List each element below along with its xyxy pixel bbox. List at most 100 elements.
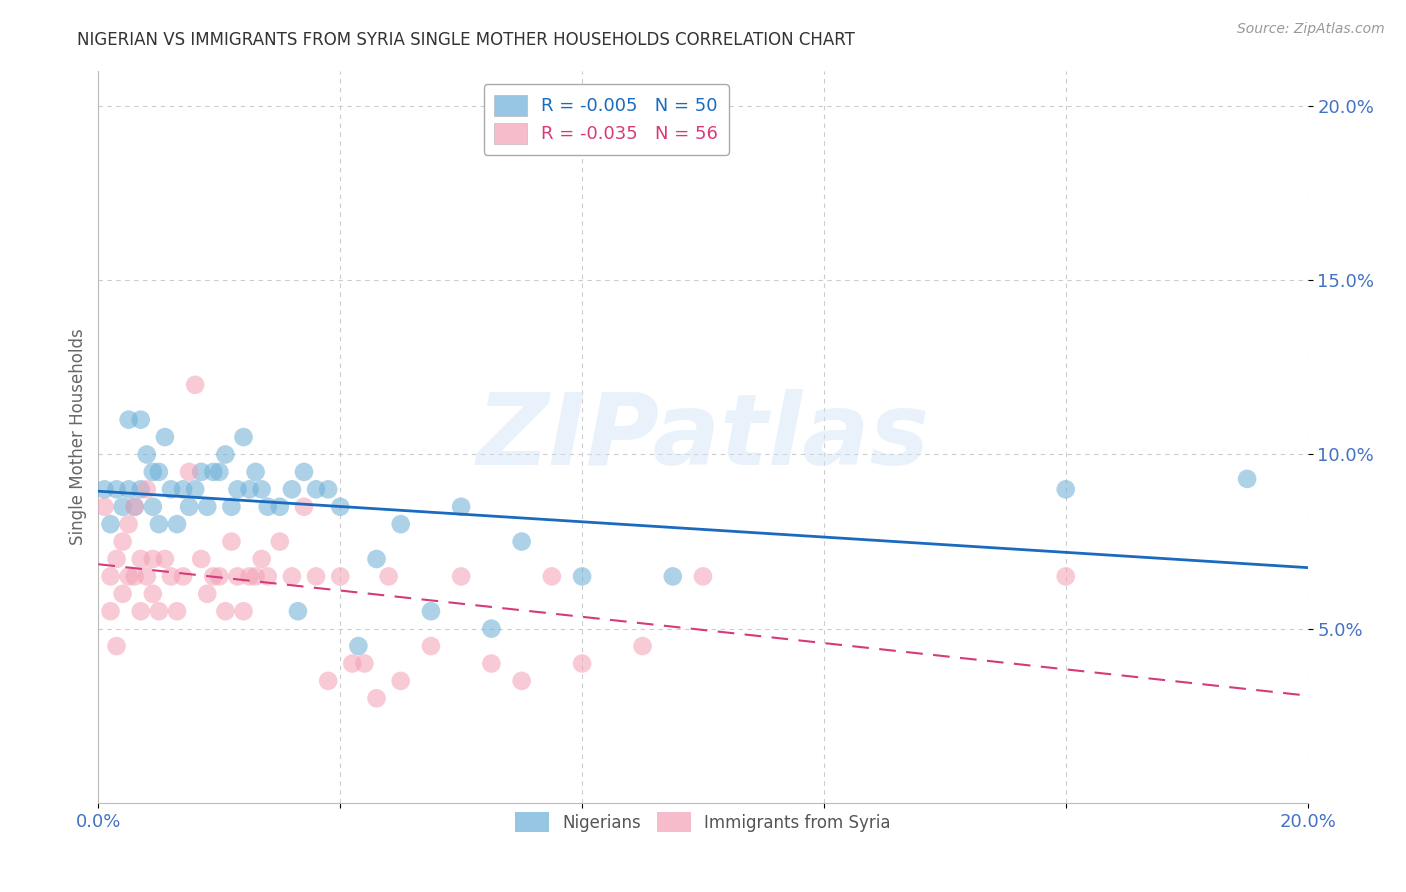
Legend: Nigerians, Immigrants from Syria: Nigerians, Immigrants from Syria (509, 805, 897, 838)
Point (142, 587, 165, 601)
Point (105, 639, 128, 653)
Point (269, 500, 291, 514)
Point (208, 465, 231, 479)
Point (342, 657, 364, 671)
Point (287, 604, 309, 618)
Point (179, 465, 201, 479)
Point (245, 465, 267, 479)
Point (100, 569, 122, 583)
Point (420, 639, 443, 653)
Point (142, 552, 165, 566)
Point (118, 412, 141, 426)
Point (366, 691, 388, 706)
Point (232, 430, 254, 444)
Point (153, 552, 176, 566)
Point (329, 569, 352, 583)
Point (232, 604, 254, 618)
Point (135, 569, 157, 583)
Point (190, 552, 212, 566)
Point (256, 500, 278, 514)
Point (389, 673, 412, 688)
Point (111, 587, 134, 601)
Point (226, 483, 249, 497)
Point (239, 569, 262, 583)
Point (389, 517, 412, 532)
Point (148, 465, 170, 479)
Point (269, 534, 291, 549)
Point (221, 500, 243, 514)
Point (366, 552, 388, 566)
Text: Source: ZipAtlas.com: Source: ZipAtlas.com (1237, 22, 1385, 37)
Point (195, 500, 218, 514)
Point (256, 569, 278, 583)
Point (450, 500, 472, 514)
Point (292, 465, 315, 479)
Y-axis label: Single Mother Households: Single Mother Households (69, 329, 87, 545)
Point (316, 673, 339, 688)
Point (135, 483, 157, 497)
Point (316, 483, 339, 497)
Point (124, 500, 146, 514)
Point (1054, 569, 1077, 583)
Point (377, 569, 399, 583)
Point (214, 604, 236, 618)
Point (129, 483, 152, 497)
Point (221, 534, 243, 549)
Point (118, 517, 141, 532)
Point (160, 569, 183, 583)
Point (420, 604, 443, 618)
Point (239, 483, 262, 497)
Point (111, 500, 134, 514)
Point (450, 569, 472, 583)
Point (353, 657, 375, 671)
Point (208, 569, 231, 583)
Point (347, 639, 370, 653)
Point (1054, 483, 1077, 497)
Point (1236, 472, 1258, 486)
Point (93, 483, 115, 497)
Point (631, 639, 654, 653)
Point (172, 569, 194, 583)
Point (305, 569, 328, 583)
Point (214, 448, 236, 462)
Point (148, 517, 170, 532)
Point (172, 483, 194, 497)
Point (93, 500, 115, 514)
Point (305, 483, 328, 497)
Point (329, 500, 352, 514)
Point (281, 569, 304, 583)
Point (510, 673, 533, 688)
Point (250, 552, 273, 566)
Point (129, 604, 152, 618)
Point (250, 483, 273, 497)
Point (292, 500, 315, 514)
Point (100, 517, 122, 532)
Text: ZIPatlas: ZIPatlas (477, 389, 929, 485)
Point (226, 569, 249, 583)
Point (118, 483, 141, 497)
Point (142, 465, 165, 479)
Point (190, 465, 212, 479)
Point (571, 569, 593, 583)
Point (661, 569, 683, 583)
Point (245, 569, 267, 583)
Point (105, 552, 128, 566)
Point (111, 534, 134, 549)
Point (481, 622, 503, 636)
Point (571, 657, 593, 671)
Point (142, 500, 165, 514)
Point (153, 430, 176, 444)
Point (481, 657, 503, 671)
Point (129, 552, 152, 566)
Point (124, 500, 146, 514)
Point (184, 377, 207, 392)
Point (166, 604, 188, 618)
Point (202, 465, 225, 479)
Point (118, 569, 141, 583)
Point (195, 587, 218, 601)
Point (202, 569, 225, 583)
Point (160, 483, 183, 497)
Point (129, 412, 152, 426)
Point (105, 483, 128, 497)
Point (135, 448, 157, 462)
